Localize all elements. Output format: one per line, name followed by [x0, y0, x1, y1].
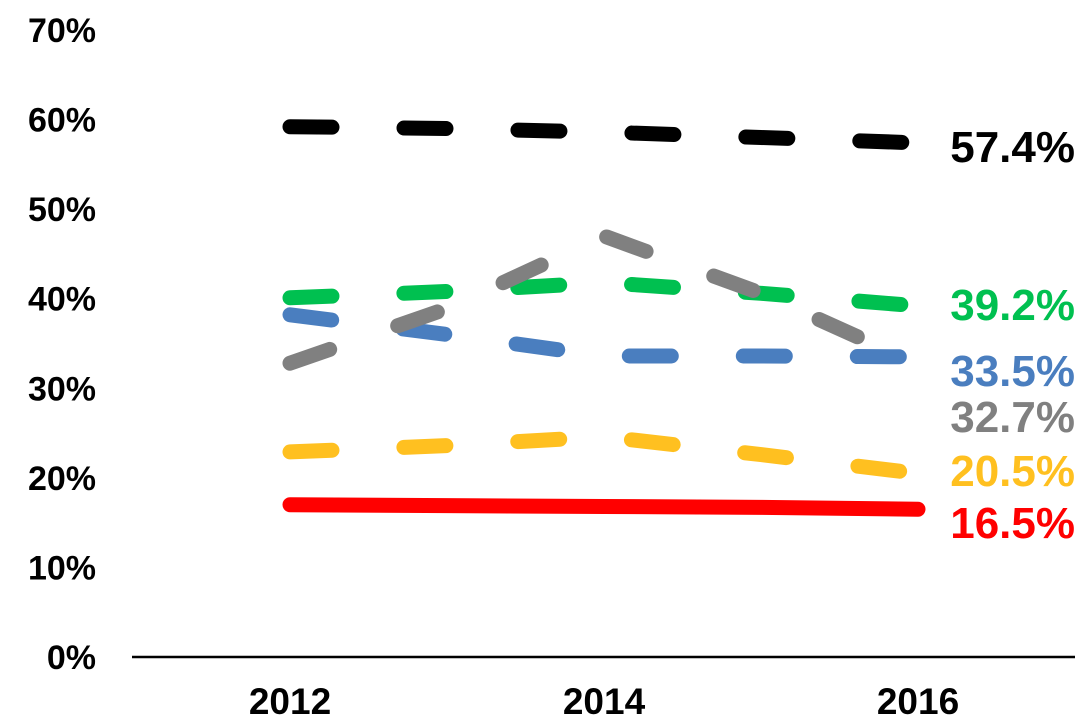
end-label-red: 16.5%	[950, 499, 1075, 548]
y-tick-label: 0%	[47, 639, 96, 677]
series-line-green	[282, 275, 926, 314]
y-tick-label: 40%	[28, 281, 96, 319]
y-tick-label: 10%	[28, 549, 96, 587]
x-tick-label: 2012	[249, 681, 331, 722]
series-line-orange	[282, 429, 926, 481]
y-tick-label: 30%	[28, 370, 96, 408]
y-tick-label: 70%	[28, 12, 96, 50]
end-label-green: 39.2%	[950, 281, 1075, 330]
series-line-black	[282, 119, 926, 151]
x-axis-tick-labels: 2012 2014 2016	[249, 681, 959, 722]
series-end-labels: 57.4% 39.2% 33.5%32.7% 20.5%16.5%	[950, 123, 1075, 548]
y-tick-label: 50%	[28, 191, 96, 229]
end-label-blue: 33.5%	[950, 347, 1075, 396]
series-line-gray	[282, 228, 926, 372]
end-label-orange: 20.5%	[950, 447, 1075, 496]
y-tick-label: 60%	[28, 102, 96, 140]
y-axis-tick-labels: 0% 10% 20% 30% 40% 50% 60% 70%	[28, 12, 96, 677]
end-label-black: 57.4%	[950, 123, 1075, 172]
series-lines	[282, 119, 926, 517]
y-tick-label: 20%	[28, 460, 96, 498]
x-tick-label: 2014	[563, 681, 646, 722]
series-line-red	[282, 497, 926, 517]
end-label-gray: 32.7%	[950, 393, 1075, 442]
x-tick-label: 2016	[877, 681, 959, 722]
